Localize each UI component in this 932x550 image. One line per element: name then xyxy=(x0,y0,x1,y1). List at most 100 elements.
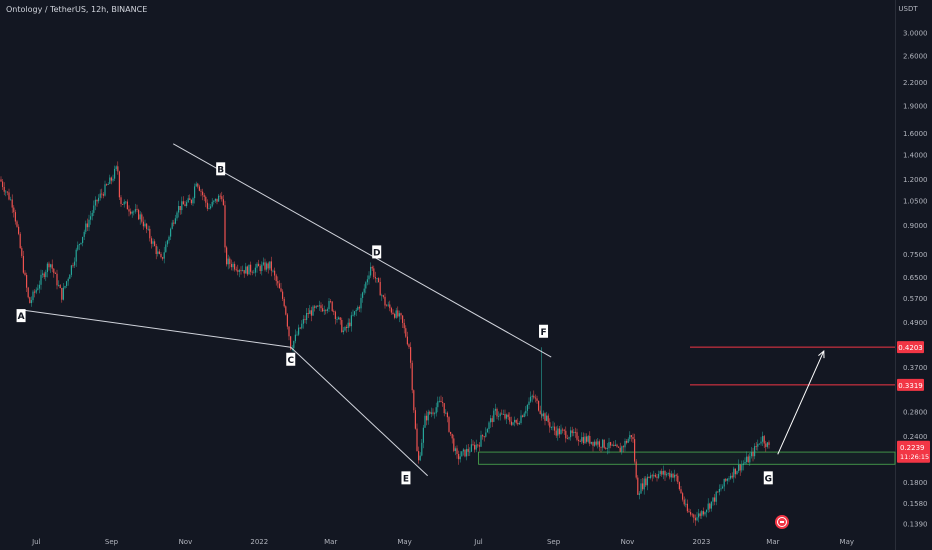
candle-body xyxy=(278,283,280,289)
wave-point-box[interactable] xyxy=(401,471,411,485)
candle-body xyxy=(550,427,552,428)
replay-icon[interactable] xyxy=(775,515,789,529)
candle-body xyxy=(267,263,269,269)
candle-body xyxy=(451,433,453,439)
candle-body xyxy=(493,410,495,422)
candle-body xyxy=(726,478,728,481)
candle-body xyxy=(622,446,624,448)
candle-body xyxy=(656,476,658,478)
wave-point-label: B xyxy=(217,165,224,175)
wave-point-box[interactable] xyxy=(539,324,549,338)
candle-body xyxy=(568,437,570,439)
candle-body xyxy=(360,297,362,309)
candle-body xyxy=(35,289,37,293)
candle-body xyxy=(155,246,157,254)
candle-body xyxy=(618,446,620,448)
trendline[interactable] xyxy=(22,309,291,348)
candle-body xyxy=(355,309,357,312)
candle-body xyxy=(336,319,338,320)
candle-body xyxy=(597,441,599,445)
candle-body xyxy=(667,472,669,475)
candle-body xyxy=(240,270,242,271)
candle-body xyxy=(70,265,72,275)
candle-body xyxy=(448,417,450,432)
candle-body xyxy=(384,296,386,306)
candle-body xyxy=(574,431,576,433)
candle-body xyxy=(558,428,560,435)
wave-point-box[interactable] xyxy=(216,162,226,176)
candle-body xyxy=(213,200,215,202)
candle-body xyxy=(269,261,271,269)
candle-body xyxy=(459,456,461,460)
wave-point-box[interactable] xyxy=(16,309,26,323)
candle-body xyxy=(658,474,660,478)
projection-arrow[interactable] xyxy=(777,350,825,455)
candle-body xyxy=(21,248,23,256)
candle-body xyxy=(149,228,151,239)
candle-body xyxy=(406,336,408,345)
candle-body xyxy=(294,334,296,342)
candle-body xyxy=(365,282,367,289)
candle-body xyxy=(605,447,607,449)
candle-body xyxy=(72,265,74,267)
candle-body xyxy=(29,297,31,304)
candle-body xyxy=(610,442,612,446)
candle-body xyxy=(534,397,536,399)
candle-body xyxy=(19,233,21,249)
wave-point-box[interactable] xyxy=(763,471,773,485)
x-tick-label: Mar xyxy=(766,538,779,546)
candle-body xyxy=(301,323,303,329)
candle-body xyxy=(11,199,13,208)
candle-body xyxy=(338,317,340,319)
candle-body xyxy=(522,415,524,417)
candle-body xyxy=(643,478,645,490)
candle-body xyxy=(411,362,413,391)
candle-body xyxy=(483,436,485,438)
candle-body xyxy=(323,310,325,312)
x-tick-label: May xyxy=(397,538,411,546)
candle-body xyxy=(598,441,600,447)
support-zone[interactable] xyxy=(478,451,896,465)
candle-body xyxy=(221,196,223,200)
candle-body xyxy=(163,252,165,259)
candle-body xyxy=(136,209,138,210)
x-tick-label: Nov xyxy=(621,538,635,546)
candle-body xyxy=(93,205,95,213)
x-tick-label: Jul xyxy=(473,538,483,546)
candle-body xyxy=(69,274,71,279)
candle-body xyxy=(629,435,631,439)
candle-body xyxy=(341,320,343,333)
y-tick-label: 0.1800 xyxy=(903,479,928,487)
candle-body xyxy=(437,401,439,408)
candle-body xyxy=(227,258,229,265)
candle-body xyxy=(379,282,381,296)
candle-body xyxy=(440,400,442,403)
candle-body xyxy=(549,422,551,428)
candle-body xyxy=(675,474,677,476)
candle-body xyxy=(693,514,695,518)
wave-point-box[interactable] xyxy=(286,352,296,366)
candle-body xyxy=(533,395,535,398)
candle-body xyxy=(30,300,32,304)
trendline[interactable] xyxy=(290,346,428,477)
candle-body xyxy=(397,310,399,317)
candle-body xyxy=(586,436,588,442)
candle-body xyxy=(645,478,647,486)
candle-body xyxy=(731,475,733,478)
candle-body xyxy=(86,223,88,228)
trendline[interactable] xyxy=(172,143,552,358)
candle-body xyxy=(491,418,493,422)
wave-point-box[interactable] xyxy=(372,245,382,259)
candle-body xyxy=(400,313,402,316)
candle-body xyxy=(14,212,16,222)
candle-body xyxy=(152,241,154,244)
candle-body xyxy=(80,242,82,244)
candle-body xyxy=(576,432,578,440)
candle-body xyxy=(477,444,479,446)
candle-body xyxy=(654,474,656,477)
candle-body xyxy=(752,451,754,457)
candle-body xyxy=(746,456,748,462)
candle-body xyxy=(509,416,511,422)
